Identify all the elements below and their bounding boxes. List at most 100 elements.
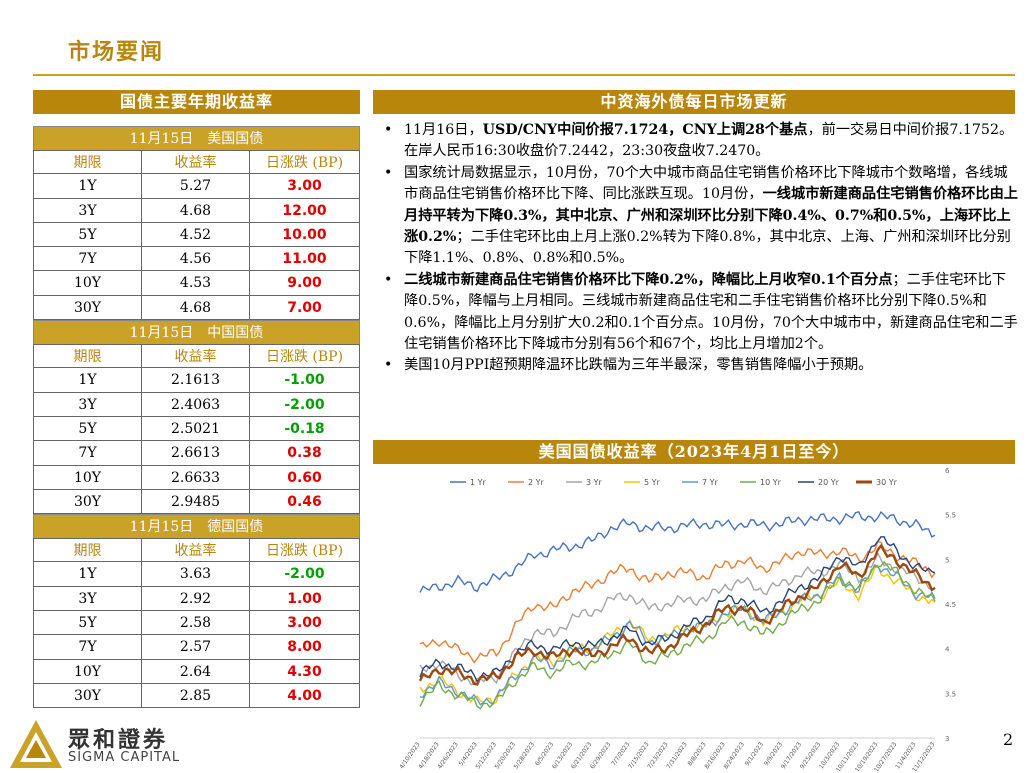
bond-yield-table: 11月15日 美国国债 期限 收益率 日涨跌 (BP) 1Y 5.27 3.00 3… <box>33 126 360 709</box>
news-header: 中资海外债每日市场更新 <box>373 90 1015 114</box>
section-title-de: 11月15日 德国国债 <box>33 514 360 539</box>
section-title-cn: 11月15日 中国国债 <box>33 320 360 345</box>
term-cell: 7Y <box>34 247 142 271</box>
news-text-bold: 一线城市新建商品住宅销售价格环比由上月持平转为下降0.3%，其中北京、广州和深圳… <box>404 186 1018 246</box>
change-cell: 3.00 <box>287 178 322 195</box>
yield-cell: 3.63 <box>142 562 250 586</box>
change-cell: 3.00 <box>287 615 322 632</box>
term-cell: 30Y <box>34 295 142 320</box>
column-header-yield: 收益率 <box>142 539 250 562</box>
y-tick-label: 3 <box>945 735 949 743</box>
change-cell: -1.00 <box>284 372 325 389</box>
news-text-run: ；二手住宅环比由上月上涨0.2%转为下降0.8%，其中北京、上海、广州和深圳环比… <box>404 229 1011 267</box>
table-row: 10Y 4.53 9.00 <box>33 271 360 296</box>
news-item: 二线城市新建商品住宅销售价格环比下降0.2%，降幅比上月收窄0.1个百分点；二手… <box>380 270 1020 356</box>
series-line <box>419 560 936 710</box>
term-cell: 3Y <box>34 586 142 611</box>
news-text-run: ；二手住宅环比下降0.5%，降幅与上月相同。三线城市新建商品住宅和二手住宅销售价… <box>404 271 1018 353</box>
series-line <box>419 510 936 593</box>
term-cell: 3Y <box>34 198 142 222</box>
term-cell: 3Y <box>34 392 142 416</box>
change-cell: -0.18 <box>284 420 325 437</box>
column-header-change: 日涨跌 (BP) <box>265 349 344 366</box>
term-cell: 1Y <box>34 368 142 392</box>
news-text-run: ，前一交易日中间价报7.1752。在岸人民币16:30收盘价7.2442，23:… <box>404 122 1014 160</box>
yield-cell: 2.6633 <box>142 465 250 489</box>
legend-label: 20 Yr <box>818 478 840 487</box>
change-cell: 9.00 <box>287 275 322 292</box>
chart-header: 美国国债收益率（2023年4月1日至今） <box>373 440 1015 464</box>
title-divider <box>33 74 1015 76</box>
term-cell: 5Y <box>34 222 142 247</box>
news-text-run: 11月16日， <box>404 122 483 138</box>
series-line <box>419 540 936 664</box>
table-row: 5Y 2.5021 -0.18 <box>33 416 360 442</box>
change-cell: 12.00 <box>282 202 327 219</box>
term-cell: 10Y <box>34 271 142 295</box>
change-cell: 0.46 <box>287 493 322 510</box>
table-row: 5Y 4.52 10.00 <box>33 222 360 248</box>
change-cell: -2.00 <box>284 566 325 583</box>
change-cell: 0.60 <box>287 469 322 486</box>
table-row: 3Y 4.68 12.00 <box>33 198 360 223</box>
y-tick-label: 4 <box>945 646 950 654</box>
yield-cell: 2.9485 <box>142 489 250 514</box>
yield-cell: 2.64 <box>142 659 250 683</box>
table-row: 3Y 2.4063 -2.00 <box>33 392 360 417</box>
term-cell: 10Y <box>34 465 142 489</box>
series-line <box>419 564 936 706</box>
news-item: 美国10月PPI超预期降温环比跌幅为三年半最深，零售销售降幅小于预期。 <box>380 355 1020 377</box>
news-text: 11月16日，USD/CNY中间价报7.1724，CNY上调28个基点，前一交易… <box>404 122 1013 159</box>
news-text: 二线城市新建商品住宅销售价格环比下降0.2%，降幅比上月收窄0.1个百分点；二手… <box>404 272 1018 352</box>
legend-label: 5 Yr <box>644 478 661 487</box>
term-cell: 5Y <box>34 611 142 635</box>
term-cell: 30Y <box>34 489 142 514</box>
yield-cell: 2.1613 <box>142 368 250 392</box>
page-number: 2 <box>1003 730 1014 749</box>
news-text: 国家统计局数据显示，10月份，70个大中城市商品住宅销售价格环比下降城市个数略增… <box>404 165 1018 267</box>
yield-cell: 2.85 <box>142 683 250 708</box>
table-row: 1Y 5.27 3.00 <box>33 174 360 199</box>
y-tick-label: 6 <box>945 467 950 475</box>
series-line <box>418 543 936 686</box>
news-item: 11月16日，USD/CNY中间价报7.1724，CNY上调28个基点，前一交易… <box>380 120 1020 163</box>
news-text-bold: 二线城市新建商品住宅销售价格环比下降0.2%，降幅比上月收窄0.1个百分点 <box>404 271 893 288</box>
bond-panel-header: 国债主要年期收益率 <box>33 90 360 114</box>
table-row: 30Y 2.9485 0.46 <box>33 489 360 515</box>
term-cell: 7Y <box>34 441 142 465</box>
y-tick-label: 5 <box>945 556 949 564</box>
yield-cell: 4.53 <box>142 271 250 295</box>
column-header-change: 日涨跌 (BP) <box>265 543 344 560</box>
term-cell: 30Y <box>34 683 142 708</box>
legend-label: 7 Yr <box>702 478 719 487</box>
table-row: 10Y 2.6633 0.60 <box>33 465 360 490</box>
change-cell: 7.00 <box>287 299 322 316</box>
news-item: 国家统计局数据显示，10月份，70个大中城市商品住宅销售价格环比下降城市个数略增… <box>380 163 1020 270</box>
term-cell: 1Y <box>34 562 142 586</box>
legend-label: 30 Yr <box>876 478 898 487</box>
table-row: 7Y 2.6613 0.38 <box>33 441 360 466</box>
column-header-term: 期限 <box>34 151 142 174</box>
change-cell: 4.30 <box>287 663 322 680</box>
column-header-yield: 收益率 <box>142 151 250 174</box>
logo-english-name: SIGMA CAPITAL <box>68 750 181 765</box>
yield-cell: 4.56 <box>142 247 250 271</box>
table-row: 10Y 2.64 4.30 <box>33 659 360 684</box>
legend-label: 3 Yr <box>586 478 603 487</box>
change-cell: 11.00 <box>282 251 327 268</box>
term-cell: 1Y <box>34 174 142 198</box>
column-header-yield: 收益率 <box>142 345 250 368</box>
yield-cell: 4.68 <box>142 295 250 320</box>
table-row: 30Y 2.85 4.00 <box>33 683 360 709</box>
column-header-term: 期限 <box>34 539 142 562</box>
yield-cell: 2.92 <box>142 586 250 611</box>
table-row: 7Y 2.57 8.00 <box>33 635 360 660</box>
term-cell: 7Y <box>34 635 142 659</box>
page-title: 市场要闻 <box>68 39 165 65</box>
yield-cell: 2.5021 <box>142 416 250 441</box>
change-cell: 10.00 <box>282 226 327 243</box>
table-header-row: 期限 收益率 日涨跌 (BP) <box>33 538 360 563</box>
legend-label: 2 Yr <box>528 478 545 487</box>
table-row: 7Y 4.56 11.00 <box>33 247 360 272</box>
news-text-run: 美国10月PPI超预期降温环比跌幅为三年半最深，零售销售降幅小于预期。 <box>404 357 873 374</box>
